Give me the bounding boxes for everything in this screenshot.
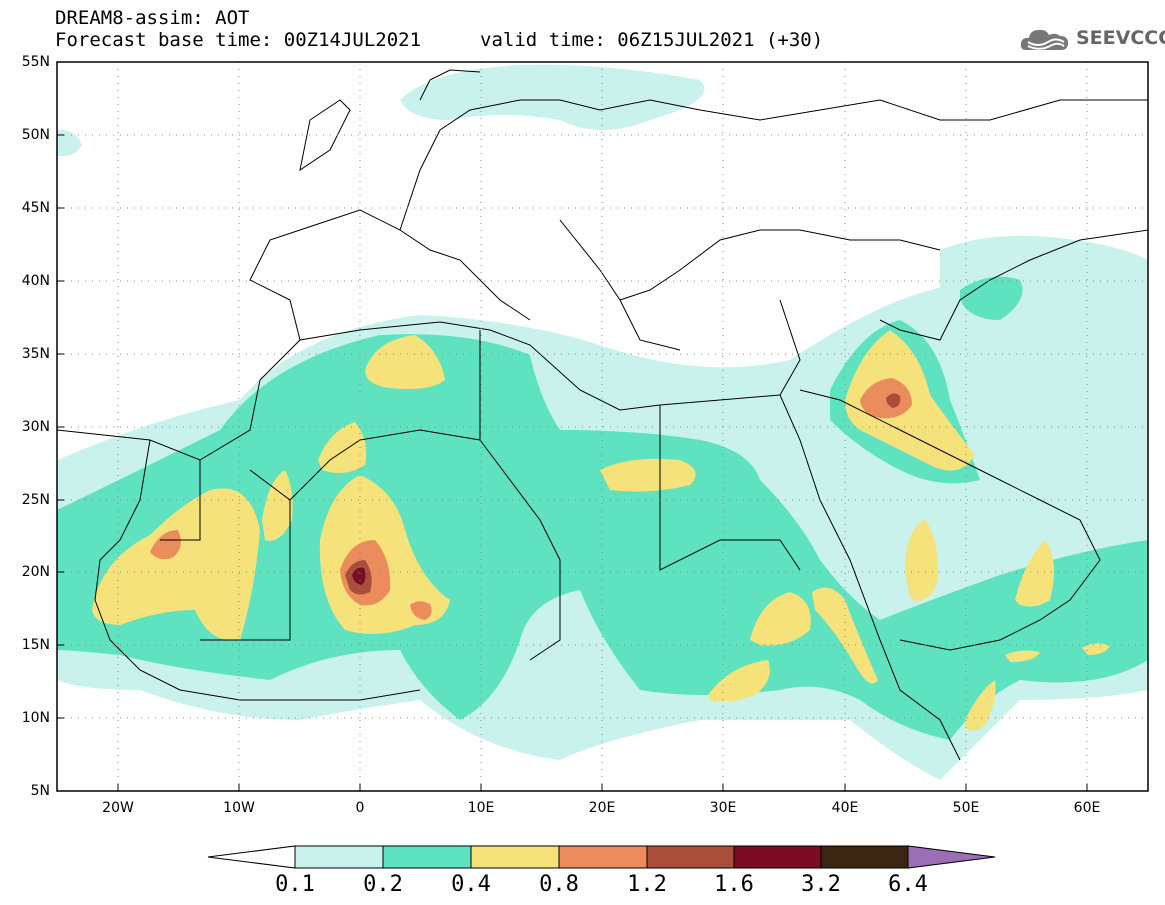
aot-band-0.8-mauritania <box>150 530 181 560</box>
lat-label-35n: 35N <box>21 346 50 362</box>
colorbar-swatch-0.1 <box>294 845 384 869</box>
colorbar-label: 0.2 <box>363 872 403 897</box>
lon-label-0: 0 <box>355 800 365 816</box>
map-title: DREAM8-assim: AOT <box>55 7 250 29</box>
colorbar-label: 0.4 <box>451 872 491 897</box>
aot-band-0.2-caspian <box>960 276 1023 320</box>
aot-band-0.1-north <box>400 64 705 130</box>
colorbar-label: 0.1 <box>275 872 315 897</box>
lon-label-30e: 30E <box>709 800 737 816</box>
lat-label-50n: 50N <box>21 127 50 143</box>
lat-label-45n: 45N <box>21 200 50 216</box>
aot-band-0.4-ethiopia <box>708 660 770 702</box>
colorbar-label: 0.8 <box>539 872 579 897</box>
aot-band-0.8-iraq <box>860 378 912 419</box>
lon-label-20e: 20E <box>588 800 616 816</box>
lat-label-5n: 5N <box>30 783 50 799</box>
lat-label-20n: 20N <box>21 564 50 580</box>
colorbar-under-arrow <box>207 845 296 869</box>
forecast-base-time: Forecast base time: 00Z14JUL2021 <box>55 29 422 51</box>
aot-band-0.4-yemen <box>1005 650 1040 662</box>
aot-band-0.4-saudi <box>905 520 939 601</box>
aot-band-0.4-redsea <box>812 587 878 684</box>
lat-label-10n: 10N <box>21 710 50 726</box>
lon-label-50e: 50E <box>952 800 980 816</box>
colorbar-swatch-0.4 <box>470 845 560 869</box>
axis-ticks <box>57 61 1088 792</box>
aot-band-0.4-arabian-sea <box>1082 643 1110 655</box>
colorbar-swatch-0.2 <box>382 845 472 869</box>
valid-time: valid time: 06Z15JUL2021 (+30) <box>480 29 824 51</box>
aot-band-0.4-sudan <box>750 592 811 646</box>
aot-band-1.2-iraq <box>886 393 901 408</box>
lat-label-15n: 15N <box>21 637 50 653</box>
colorbar-label: 6.4 <box>888 872 928 897</box>
lat-label-55n: 55N <box>21 54 50 70</box>
aot-band-0.4-west-africa <box>92 488 260 641</box>
colorbar-swatch-1.2 <box>646 845 735 869</box>
aot-band-0.1-west <box>57 129 82 157</box>
aot-band-0.8-niger <box>410 601 432 620</box>
lon-label-60e: 60E <box>1073 800 1101 816</box>
lon-label-10w: 10W <box>223 800 255 816</box>
lon-label-10e: 10E <box>467 800 495 816</box>
colorbar-swatch-0.8 <box>558 845 648 869</box>
colorbar-swatch-3.2 <box>820 845 909 869</box>
cloud-icon <box>1020 29 1068 50</box>
lat-label-25n: 25N <box>21 492 50 508</box>
colorbar-label: 1.2 <box>627 872 667 897</box>
lat-label-30n: 30N <box>21 419 50 435</box>
seevccc-logo: SEEVCCC <box>1018 22 1165 56</box>
graticule <box>57 62 1148 791</box>
aot-band-1.6-mali <box>352 567 366 585</box>
colorbar-label: 1.6 <box>714 872 754 897</box>
lon-label-40e: 40E <box>831 800 859 816</box>
colorbar-swatch-1.6 <box>733 845 822 869</box>
aot-band-0.2 <box>57 334 1148 740</box>
aot-band-0.4-somalia <box>965 680 996 731</box>
aot-band-0.1-east <box>940 235 1148 330</box>
aot-band-0.4-libya <box>600 458 696 492</box>
colorbar <box>207 845 996 869</box>
colorbar-over-arrow <box>907 845 996 869</box>
aot-band-0.4-mauritania <box>262 470 293 541</box>
logo-text: SEEVCCC <box>1076 27 1165 49</box>
lat-label-40n: 40N <box>21 273 50 289</box>
colorbar-label: 3.2 <box>801 872 841 897</box>
aot-band-0.4-oman <box>1015 540 1054 607</box>
aot-band-0.4-tunisia <box>365 335 445 389</box>
lon-label-20w: 20W <box>102 800 134 816</box>
